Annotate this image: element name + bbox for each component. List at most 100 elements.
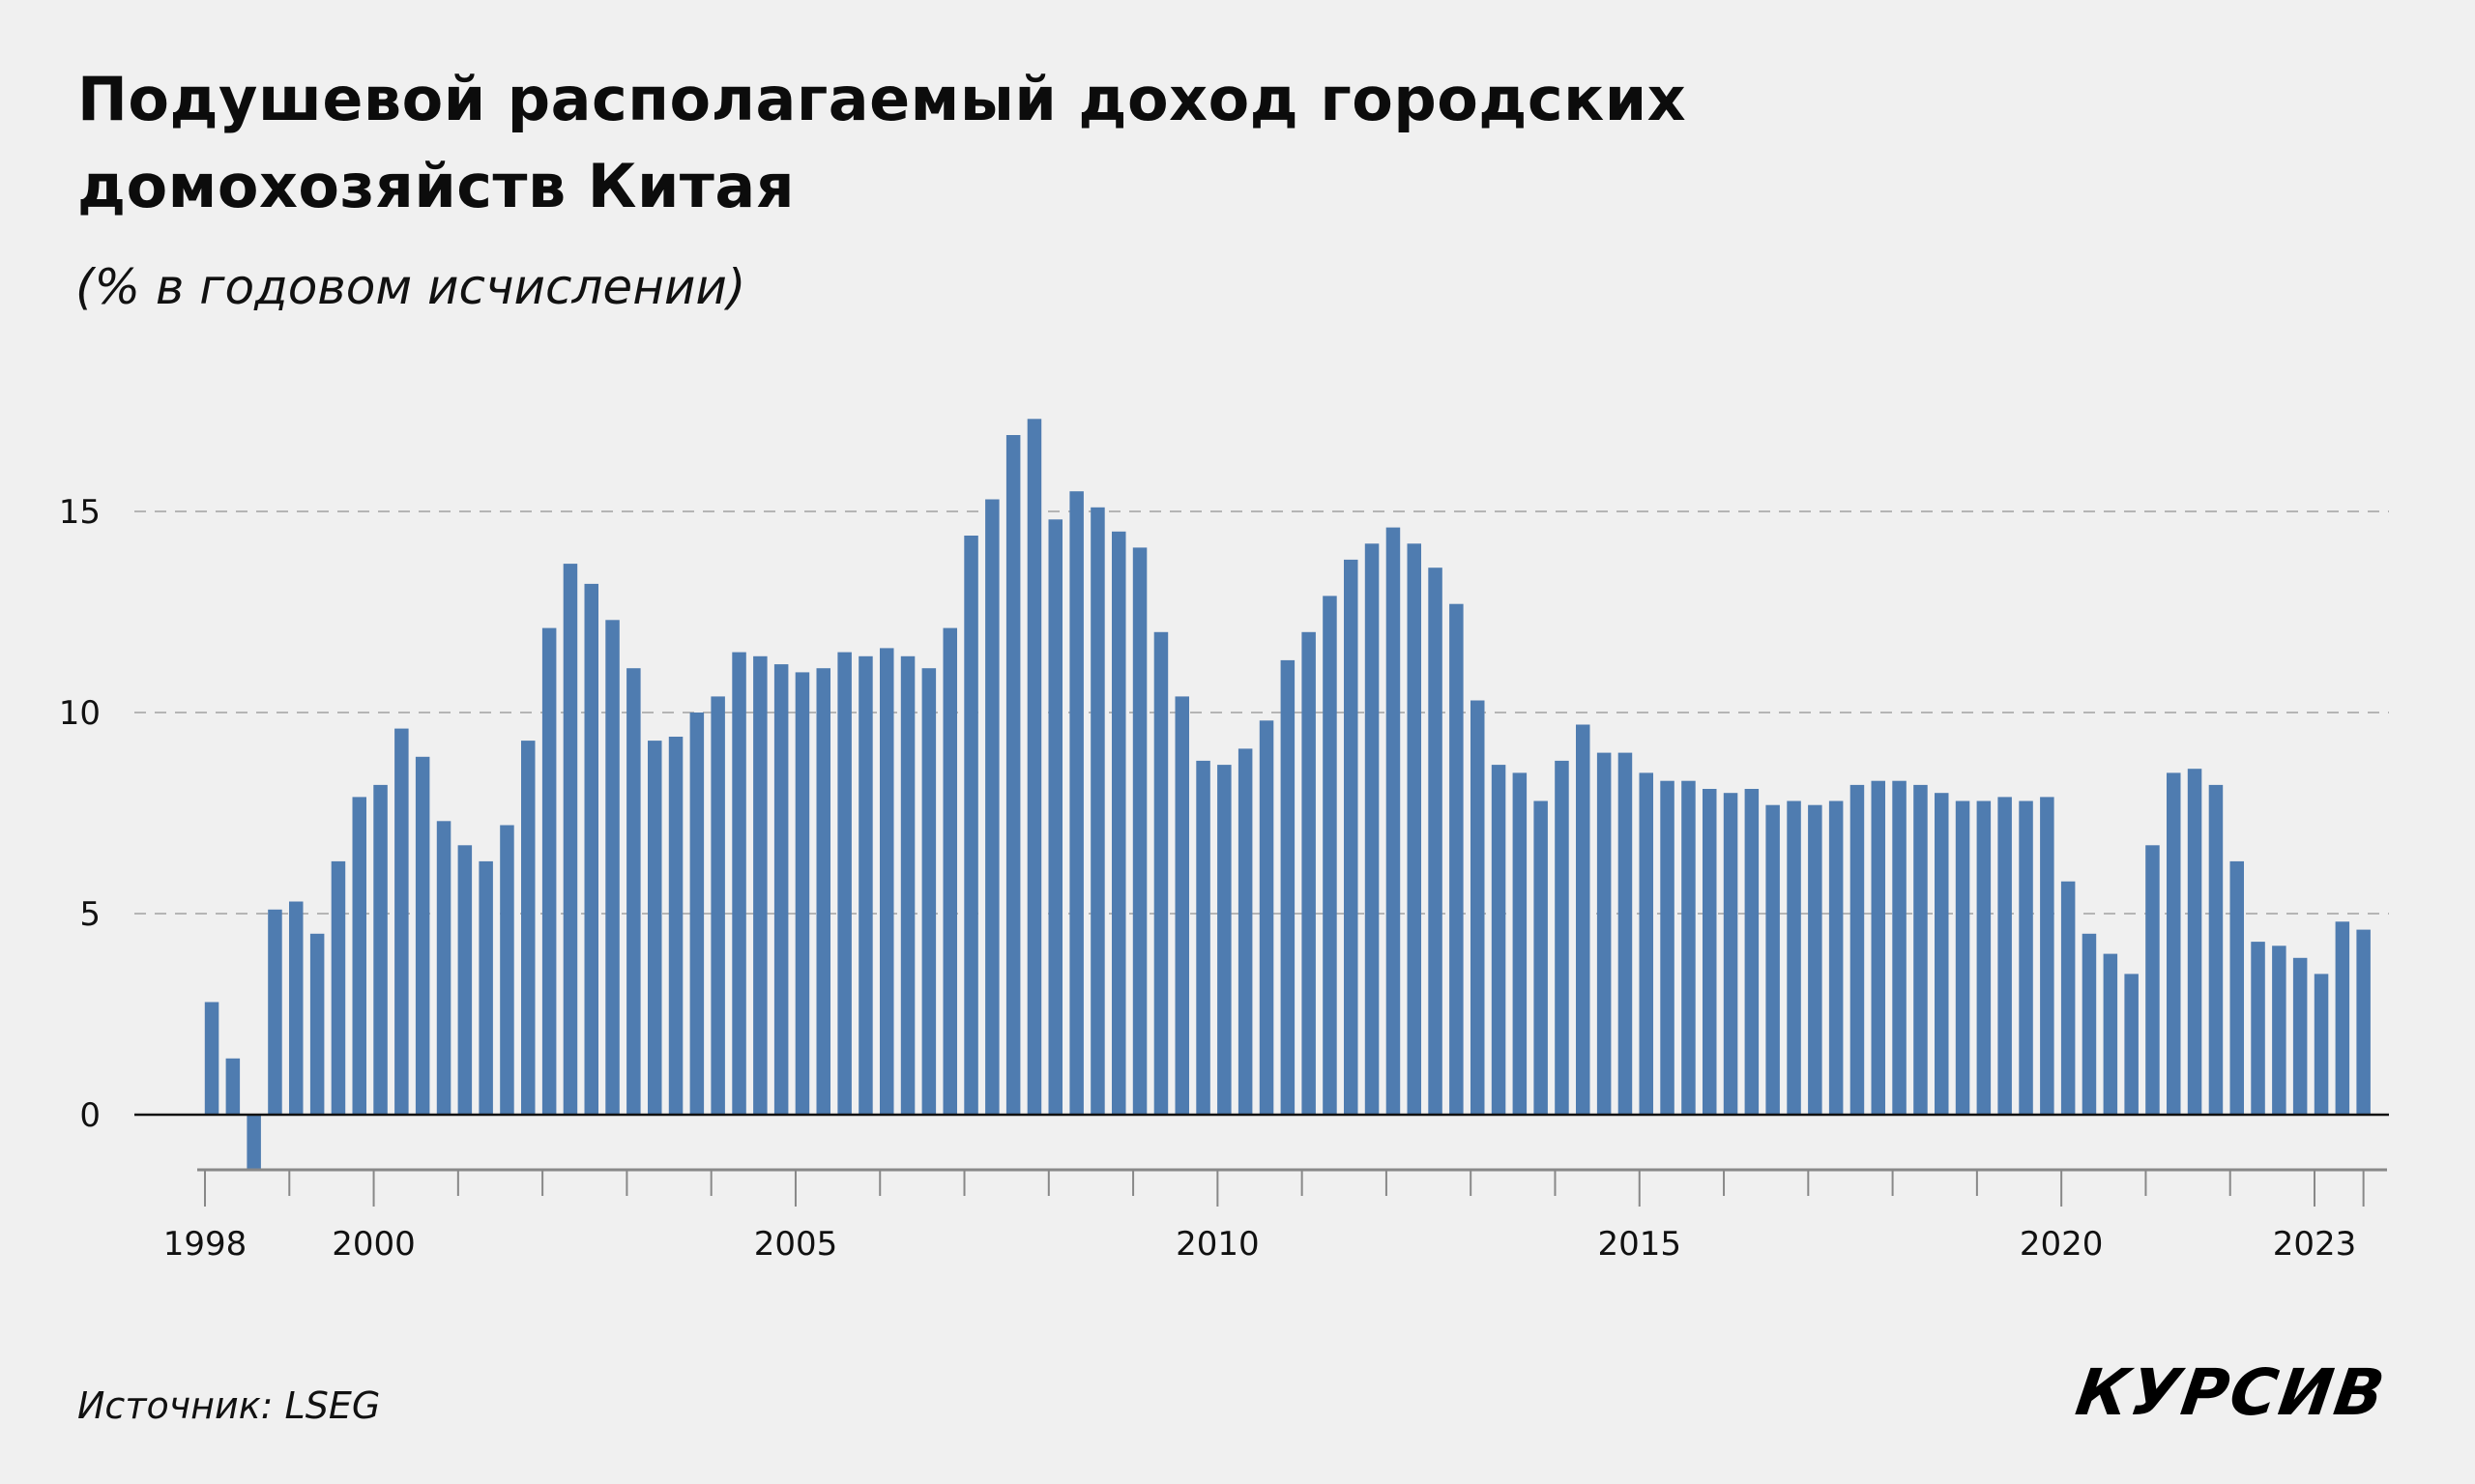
x-tick-label: 2005 (754, 1225, 838, 1264)
y-tick-label: 5 (79, 895, 101, 934)
bar (563, 564, 578, 1115)
chart-title: Подушевой располагаемый доход городских … (77, 64, 1687, 221)
bar (2019, 800, 2033, 1115)
bar (373, 784, 388, 1115)
bar (732, 652, 746, 1115)
bar (415, 756, 430, 1115)
bar (1596, 752, 1612, 1115)
bar (1723, 793, 1738, 1115)
bar (1048, 519, 1063, 1115)
bar (1849, 784, 1865, 1115)
bar (1892, 780, 1907, 1115)
bar (204, 1002, 219, 1115)
chart-subtitle: (% в годовом исчислении) (75, 259, 746, 315)
bar (1175, 696, 1189, 1115)
bar (626, 668, 641, 1115)
bar (1005, 435, 1021, 1115)
bar (2356, 929, 2371, 1115)
bar (541, 627, 557, 1115)
bar (1364, 543, 1380, 1115)
bar (753, 655, 768, 1115)
bar (1407, 543, 1421, 1115)
bar (711, 696, 725, 1115)
bar (2272, 946, 2286, 1115)
bar (985, 499, 1000, 1115)
bar (2145, 845, 2160, 1115)
bar (2060, 881, 2076, 1115)
bar (500, 825, 514, 1115)
bar (2292, 957, 2308, 1115)
bar (921, 668, 937, 1115)
bar (1512, 772, 1528, 1115)
source-note: Источник: LSEG (77, 1384, 381, 1427)
bar (225, 1058, 241, 1115)
bar (1428, 567, 1442, 1115)
bar (2040, 797, 2054, 1115)
bar (1132, 547, 1148, 1115)
bar (436, 821, 451, 1115)
bar (2335, 921, 2350, 1115)
x-tick-label: 1998 (163, 1225, 248, 1264)
bar (331, 860, 346, 1115)
bar (521, 741, 536, 1115)
bar (289, 901, 304, 1115)
bar (247, 1115, 261, 1170)
bar (1385, 527, 1401, 1115)
bar (2314, 974, 2329, 1115)
bar (1153, 631, 1169, 1115)
bar (1280, 659, 1296, 1115)
x-tick-label: 2023 (2273, 1225, 2357, 1264)
bar (1069, 491, 1084, 1115)
bar (1828, 800, 1844, 1115)
bar (648, 741, 662, 1115)
bar (584, 583, 598, 1115)
bars (204, 419, 2371, 1170)
bar (1955, 800, 1970, 1115)
bar (352, 797, 366, 1115)
bar (1765, 804, 1780, 1115)
bar (394, 728, 409, 1115)
brand-logo: КУРСИВ (2071, 1355, 2391, 1430)
bar (268, 909, 282, 1115)
bar (2187, 769, 2202, 1115)
bar (1744, 789, 1760, 1115)
bar (457, 845, 473, 1115)
bar (1470, 700, 1485, 1115)
bar (1449, 603, 1464, 1115)
bar (859, 655, 873, 1115)
bar (605, 620, 620, 1115)
bar (1660, 780, 1674, 1115)
bar (880, 648, 894, 1115)
bar (2229, 860, 2244, 1115)
bar (1935, 793, 1949, 1115)
x-tick-label: 2010 (1176, 1225, 1260, 1264)
x-axis: 1998 2000 2005 2010 2015 2020 2023 (163, 1168, 2387, 1264)
bar (1027, 419, 1042, 1115)
bar (900, 655, 916, 1115)
x-tick-label: 2020 (2020, 1225, 2104, 1264)
bar (1997, 797, 2012, 1115)
bar (837, 652, 852, 1115)
bar (2167, 772, 2181, 1115)
bar (816, 668, 830, 1115)
bar (1639, 772, 1653, 1115)
bar (1323, 596, 1337, 1115)
bar (2208, 784, 2224, 1115)
bar (2251, 942, 2265, 1115)
bar (1112, 531, 1126, 1115)
bar (1617, 752, 1633, 1115)
bar (1344, 559, 1358, 1115)
bar (1808, 804, 1822, 1115)
bar (689, 713, 705, 1115)
bar (668, 737, 684, 1115)
x-tick-label: 2015 (1597, 1225, 1681, 1264)
y-axis-labels: 0 5 10 15 (59, 493, 101, 1135)
y-tick-label: 10 (59, 694, 101, 733)
bar (1217, 765, 1232, 1115)
bar (1491, 765, 1506, 1115)
bar (309, 933, 325, 1115)
x-tick-label: 2000 (332, 1225, 416, 1264)
bar (1871, 780, 1885, 1115)
bar (1703, 789, 1717, 1115)
